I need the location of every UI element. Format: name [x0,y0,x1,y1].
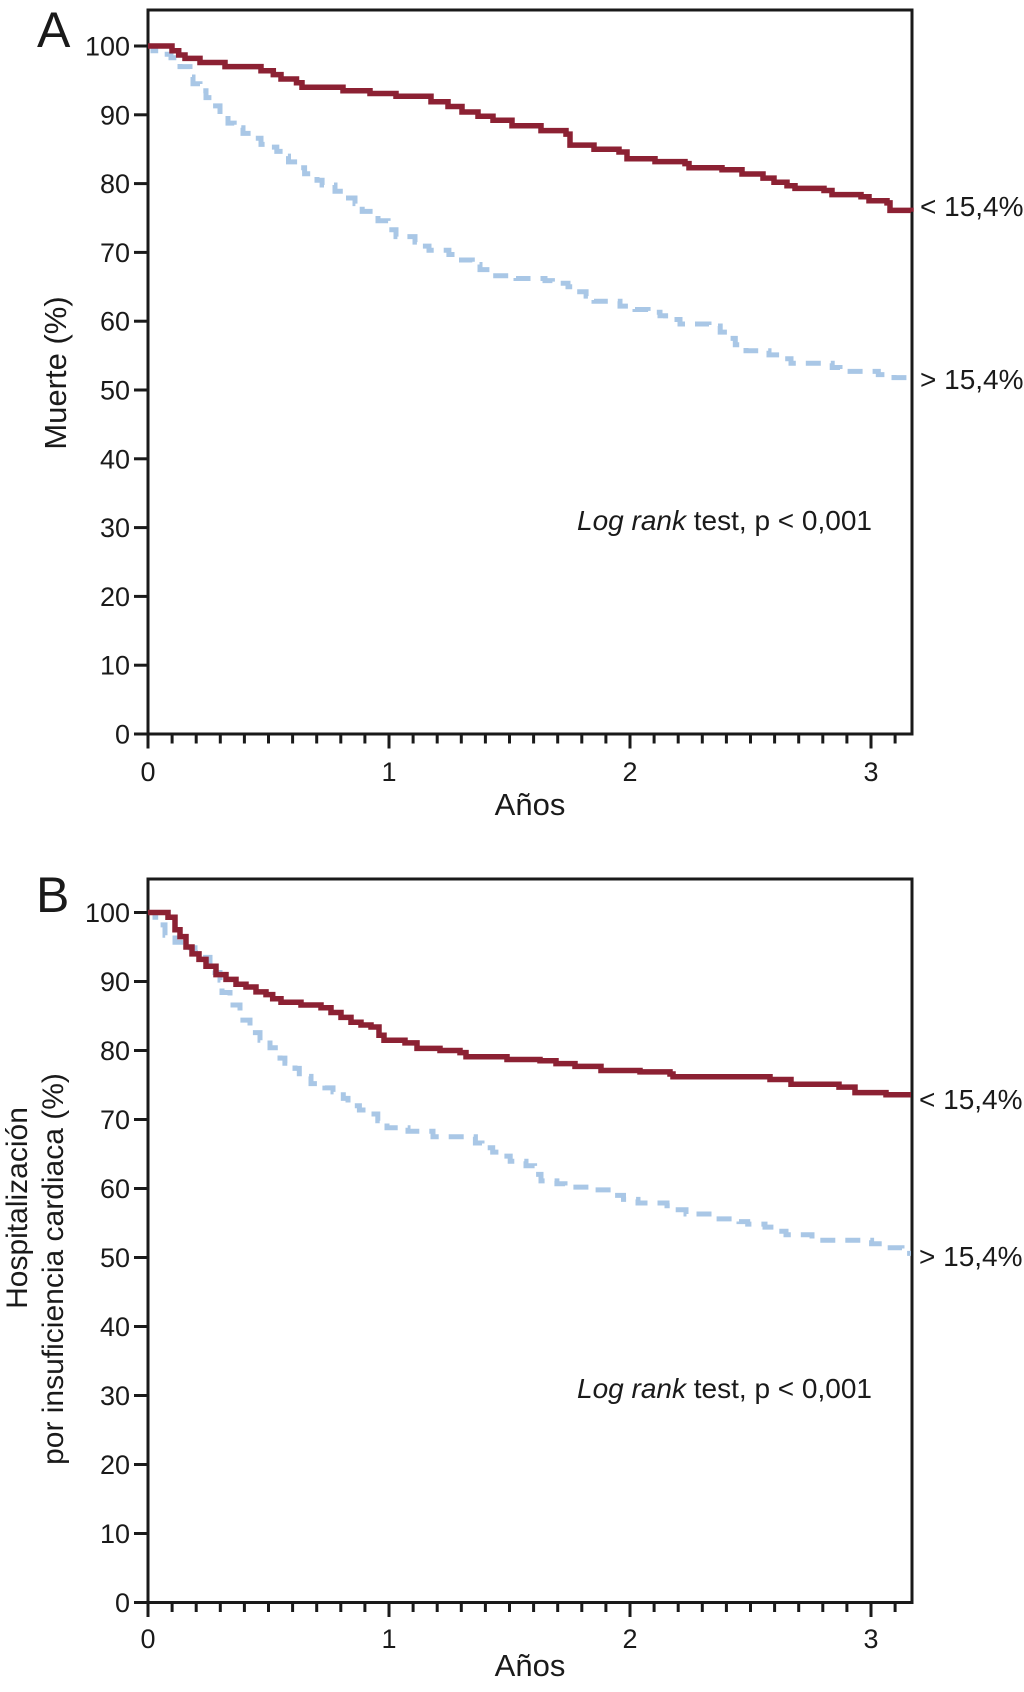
svg-text:40: 40 [100,1312,130,1342]
svg-text:20: 20 [100,1450,130,1480]
svg-text:2: 2 [622,1624,637,1654]
svg-text:60: 60 [100,1174,130,1204]
svg-text:Log rank test, p < 0,001: Log rank test, p < 0,001 [577,1373,872,1404]
svg-text:20: 20 [100,582,130,612]
svg-text:Años: Años [495,787,566,822]
svg-text:1: 1 [381,757,396,787]
svg-text:Años: Años [495,1648,566,1683]
svg-text:3: 3 [863,757,878,787]
svg-text:30: 30 [100,513,130,543]
svg-text:por insuficiencia cardiaca (%): por insuficiencia cardiaca (%) [37,1073,70,1465]
svg-text:> 15,4%: > 15,4% [920,364,1024,395]
svg-text:50: 50 [100,376,130,406]
svg-text:90: 90 [100,100,130,130]
svg-text:40: 40 [100,444,130,474]
svg-text:50: 50 [100,1243,130,1273]
svg-text:Hospitalización: Hospitalización [1,1107,34,1309]
svg-text:0: 0 [115,1588,130,1618]
svg-text:70: 70 [100,1105,130,1135]
svg-text:80: 80 [100,1036,130,1066]
svg-text:70: 70 [100,238,130,268]
svg-text:< 15,4%: < 15,4% [920,191,1024,222]
svg-text:80: 80 [100,169,130,199]
svg-text:< 15,4%: < 15,4% [919,1084,1023,1115]
svg-text:100: 100 [85,898,130,928]
svg-text:100: 100 [85,32,130,62]
svg-text:A: A [37,2,71,58]
svg-text:Muerte (%): Muerte (%) [38,296,73,449]
svg-text:10: 10 [100,1519,130,1549]
svg-text:0: 0 [140,1624,155,1654]
svg-text:> 15,4%: > 15,4% [919,1241,1023,1272]
svg-text:B: B [36,867,69,923]
svg-text:Log rank test, p < 0,001: Log rank test, p < 0,001 [577,505,872,536]
svg-text:60: 60 [100,307,130,337]
svg-text:1: 1 [381,1624,396,1654]
svg-text:90: 90 [100,967,130,997]
svg-text:30: 30 [100,1381,130,1411]
svg-text:0: 0 [115,720,130,750]
svg-text:3: 3 [863,1624,878,1654]
svg-text:2: 2 [622,757,637,787]
svg-text:10: 10 [100,651,130,681]
svg-text:0: 0 [140,757,155,787]
